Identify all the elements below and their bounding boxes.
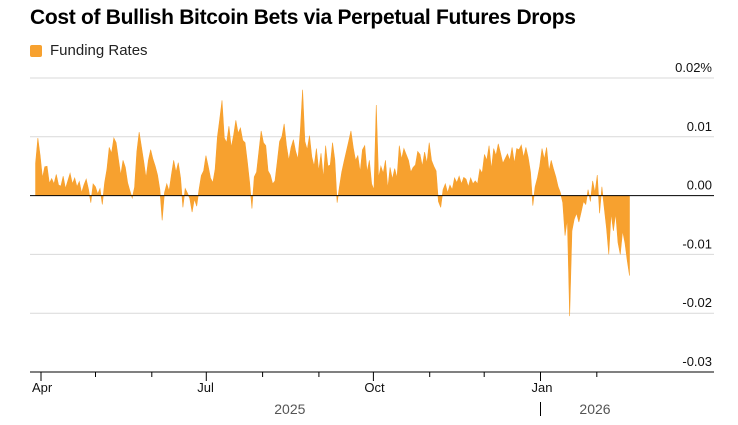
chart-title: Cost of Bullish Bitcoin Bets via Perpetu… [30,6,576,29]
y-tick-label: -0.02 [682,295,712,310]
legend: Funding Rates [30,42,148,59]
funding-rates-area [35,89,630,317]
y-tick-label: 0.01 [687,119,712,134]
y-tick-label: -0.03 [682,354,712,369]
y-tick-label: 0.00 [687,178,712,193]
legend-label: Funding Rates [50,42,148,59]
year-label-2025: 2025 [274,401,305,417]
y-tick-label: -0.01 [682,236,712,251]
x-tick-label-apr: Apr [32,380,53,395]
x-tick-label-oct: Oct [364,380,385,395]
year-label-2026: 2026 [579,401,610,417]
legend-swatch [30,44,42,57]
y-tick-label: 0.02% [675,60,712,75]
x-tick-label-jul: Jul [197,380,214,395]
x-tick-label-jan: Jan [532,380,553,395]
